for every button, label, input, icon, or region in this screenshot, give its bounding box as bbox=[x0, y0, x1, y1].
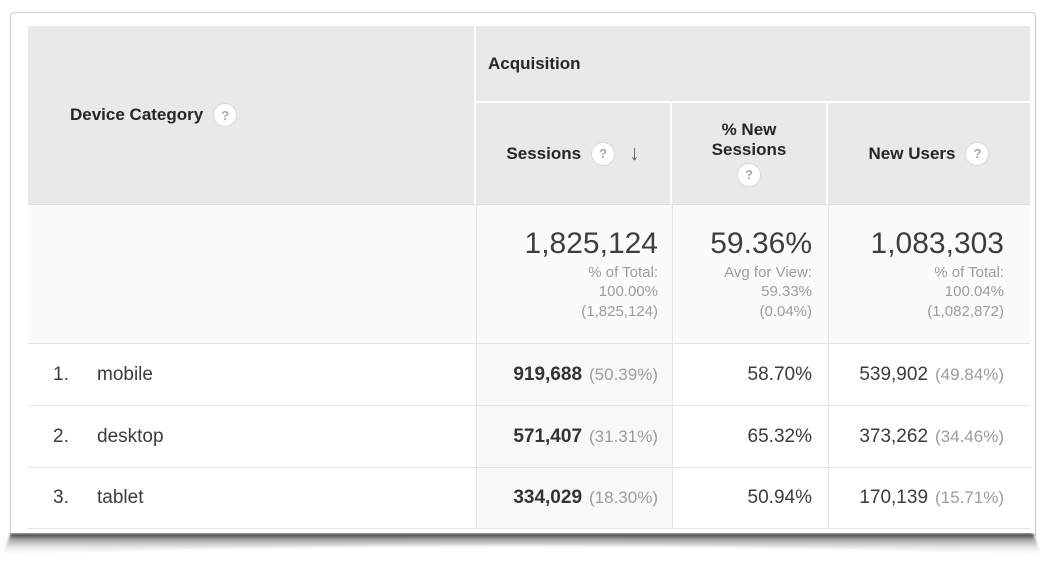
summary-new-users-cell: 1,083,303 % of Total: 100.04% (1,082,872… bbox=[828, 205, 1030, 343]
table-row-dimension[interactable]: 2. desktop bbox=[28, 405, 476, 467]
summary-new-users-value: 1,083,303 bbox=[870, 226, 1004, 260]
sessions-cell: 334,029 (18.30%) bbox=[476, 467, 672, 529]
summary-new-sessions-value: 59.36% bbox=[710, 226, 812, 260]
summary-new-sessions-subline: Avg for View: bbox=[724, 263, 812, 281]
help-icon[interactable]: ? bbox=[591, 141, 616, 166]
new-users-percent: (49.84%) bbox=[935, 364, 1004, 384]
group-header-label: Acquisition bbox=[488, 53, 581, 73]
row-index: 1. bbox=[53, 363, 69, 385]
new-users-header-label: New Users bbox=[868, 143, 956, 163]
help-icon[interactable]: ? bbox=[737, 163, 761, 188]
device-category-table: Device Category ? Acquisition Sessions ?… bbox=[28, 26, 1030, 529]
summary-dimension-cell bbox=[28, 205, 476, 343]
column-header-new-users[interactable]: New Users ? bbox=[828, 103, 1030, 205]
row-label[interactable]: mobile bbox=[97, 363, 153, 385]
column-header-sessions[interactable]: Sessions ? ↓ bbox=[476, 103, 672, 205]
new-users-cell: 170,139 (15.71%) bbox=[828, 467, 1030, 529]
sessions-percent: (50.39%) bbox=[589, 364, 658, 384]
sort-descending-icon[interactable]: ↓ bbox=[629, 141, 640, 165]
row-label[interactable]: desktop bbox=[97, 425, 164, 447]
summary-sessions-value: 1,825,124 bbox=[524, 226, 658, 260]
row-index: 2. bbox=[53, 425, 69, 447]
summary-new-users-subline: 100.04% bbox=[944, 283, 1004, 301]
new-users-value: 373,262 bbox=[859, 425, 929, 447]
column-header-new-sessions[interactable]: % New Sessions ? bbox=[672, 103, 828, 205]
summary-new-sessions-subline: 59.33% bbox=[761, 283, 812, 301]
new-users-value: 170,139 bbox=[859, 487, 929, 508]
new-sessions-cell: 65.32% bbox=[672, 405, 828, 467]
new-sessions-cell: 58.70% bbox=[672, 343, 828, 405]
dimension-header-device-category[interactable]: Device Category ? bbox=[28, 26, 476, 205]
new-sessions-value: 58.70% bbox=[747, 363, 812, 385]
new-users-percent: (34.46%) bbox=[935, 426, 1004, 446]
new-users-value: 539,902 bbox=[859, 363, 929, 385]
sessions-percent: (31.31%) bbox=[589, 426, 658, 446]
summary-new-sessions-subline: (0.04%) bbox=[759, 302, 812, 320]
dimension-header-label: Device Category bbox=[70, 105, 204, 124]
sessions-cell: 571,407 (31.31%) bbox=[476, 405, 672, 467]
sessions-value: 919,688 bbox=[513, 363, 583, 385]
new-sessions-header-line2: Sessions bbox=[711, 139, 787, 159]
new-sessions-cell: 50.94% bbox=[672, 467, 828, 529]
summary-new-users-subline: % of Total: bbox=[934, 263, 1004, 281]
help-icon[interactable]: ? bbox=[965, 141, 990, 166]
summary-sessions-subline: (1,825,124) bbox=[581, 302, 658, 320]
table-row-dimension[interactable]: 1. mobile bbox=[28, 343, 476, 405]
group-header-acquisition: Acquisition bbox=[476, 26, 1030, 103]
new-users-cell: 373,262 (34.46%) bbox=[828, 405, 1030, 467]
sessions-value: 334,029 bbox=[513, 487, 583, 508]
summary-sessions-cell: 1,825,124 % of Total: 100.00% (1,825,124… bbox=[476, 205, 672, 343]
row-index: 3. bbox=[53, 487, 69, 508]
new-sessions-header-line1: % New bbox=[721, 119, 777, 139]
sessions-header-label: Sessions bbox=[506, 143, 582, 163]
summary-sessions-subline: % of Total: bbox=[588, 263, 658, 281]
sessions-cell: 919,688 (50.39%) bbox=[476, 343, 672, 405]
summary-new-users-subline: (1,082,872) bbox=[927, 302, 1004, 320]
analytics-table-card: Device Category ? Acquisition Sessions ?… bbox=[10, 12, 1036, 536]
new-users-percent: (15.71%) bbox=[935, 488, 1004, 507]
help-icon[interactable]: ? bbox=[213, 103, 238, 127]
table-row-dimension[interactable]: 3. tablet bbox=[28, 467, 476, 529]
row-label[interactable]: tablet bbox=[97, 487, 144, 508]
new-sessions-value: 65.32% bbox=[747, 425, 812, 447]
card-drop-shadow bbox=[3, 533, 1041, 554]
summary-new-sessions-cell: 59.36% Avg for View: 59.33% (0.04%) bbox=[672, 205, 828, 343]
new-users-cell: 539,902 (49.84%) bbox=[828, 343, 1030, 405]
summary-sessions-subline: 100.00% bbox=[598, 283, 658, 301]
sessions-percent: (18.30%) bbox=[589, 488, 658, 507]
new-sessions-value: 50.94% bbox=[747, 487, 812, 508]
sessions-value: 571,407 bbox=[513, 425, 583, 447]
